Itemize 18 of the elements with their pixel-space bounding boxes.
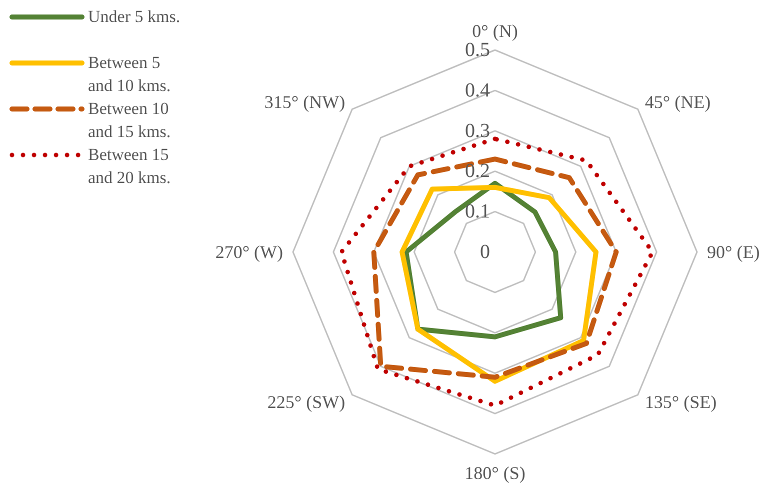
y-tick-label: 0.3 [465, 120, 490, 142]
spoke-label: 45° (NE) [644, 92, 711, 112]
y-tick-label: 0 [480, 241, 490, 263]
y-tick-label: 0.2 [465, 160, 490, 182]
legend-label: Between 15 and 20 kms. [88, 145, 173, 187]
y-tick-label: 0.5 [465, 39, 490, 61]
spoke-label: 90° (E) [707, 242, 760, 262]
spoke-label: 315° (NW) [264, 92, 346, 112]
y-tick-label: 0.4 [465, 79, 490, 102]
legend-label: Between 10 and 15 kms. [88, 99, 173, 141]
y-tick-label: 0.1 [465, 200, 490, 223]
spoke-label: 180° (S) [464, 463, 526, 483]
spoke-label: 225° (SW) [267, 392, 346, 412]
spoke-label: 0° (N) [472, 21, 518, 41]
legend-label: Between 5 and 10 kms. [88, 53, 171, 95]
spoke-label: 135° (SE) [644, 392, 717, 412]
spoke-label: 270° (W) [215, 242, 283, 262]
legend-label: Under 5 kms. [88, 7, 180, 26]
